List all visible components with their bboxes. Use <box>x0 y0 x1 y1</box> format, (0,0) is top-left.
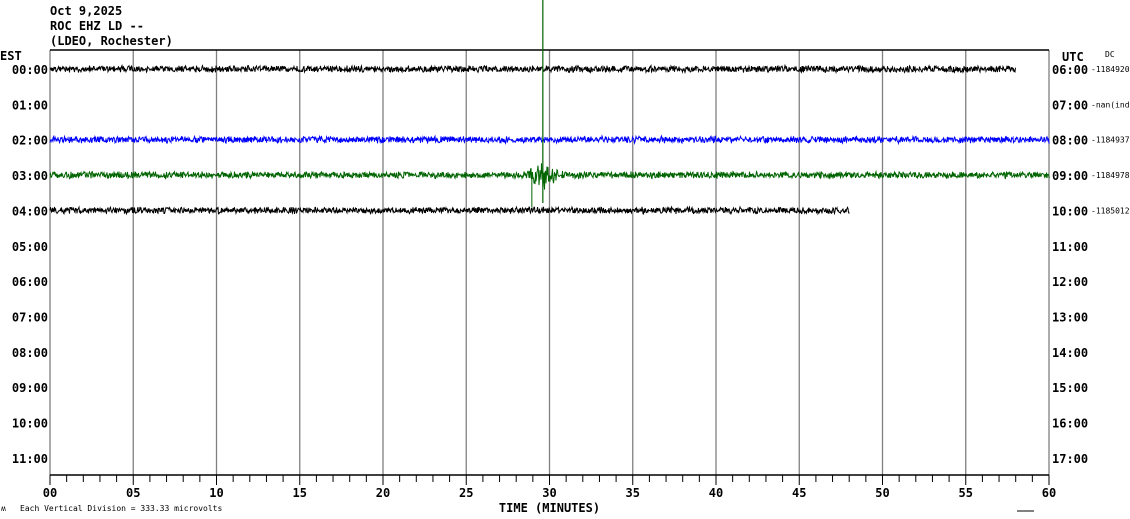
right-time-label: 12:00 <box>1052 275 1088 289</box>
right-time-label: 06:00 <box>1052 63 1088 77</box>
dc-offset-label: -1184920 <box>1091 65 1130 74</box>
x-tick-label: 25 <box>459 486 473 500</box>
left-time-label: 00:00 <box>12 63 48 77</box>
left-time-label: 05:00 <box>12 240 48 254</box>
dc-offset-label: -1184937 <box>1091 136 1130 145</box>
seismic-trace <box>49 63 1016 75</box>
x-tick-label: 05 <box>126 486 140 500</box>
right-time-label: 16:00 <box>1052 417 1088 431</box>
x-tick-label: 55 <box>959 486 973 500</box>
right-time-label: 10:00 <box>1052 204 1088 218</box>
left-time-label: 01:00 <box>12 98 48 112</box>
station-label: ROC EHZ LD -- <box>50 19 144 33</box>
dc-offset-label: -nan(ind <box>1091 100 1130 109</box>
left-time-label: 07:00 <box>12 310 48 324</box>
right-time-label: 15:00 <box>1052 381 1088 395</box>
x-axis-label: TIME (MINUTES) <box>499 501 600 515</box>
x-tick-label: 30 <box>542 486 556 500</box>
x-tick-label: 50 <box>875 486 889 500</box>
corner-mark: ʍ <box>1 504 6 513</box>
right-time-label: 08:00 <box>1052 134 1088 148</box>
x-tick-label: 35 <box>626 486 640 500</box>
x-tick-label: 60 <box>1042 486 1056 500</box>
right-axis-title: UTC <box>1062 50 1084 64</box>
dc-offset-label: -1184978 <box>1091 171 1130 180</box>
network-label: (LDEO, Rochester) <box>50 34 173 48</box>
left-time-label: 11:00 <box>12 452 48 466</box>
dc-title: DC <box>1105 50 1115 59</box>
x-tick-label: 20 <box>376 486 390 500</box>
left-time-label: 06:00 <box>12 275 48 289</box>
x-tick-label: 00 <box>43 486 57 500</box>
right-time-label: 11:00 <box>1052 240 1088 254</box>
left-time-label: 04:00 <box>12 204 48 218</box>
scale-note: Each Vertical Division = 333.33 microvol… <box>20 504 222 513</box>
left-time-label: 08:00 <box>12 346 48 360</box>
x-tick-label: 15 <box>293 486 307 500</box>
x-tick-label: 40 <box>709 486 723 500</box>
x-tick-label: 45 <box>792 486 806 500</box>
left-time-label: 09:00 <box>12 381 48 395</box>
seismic-trace <box>49 163 1050 190</box>
left-time-label: 03:00 <box>12 169 48 183</box>
seismic-trace <box>49 205 850 216</box>
date-label: Oct 9,2025 <box>50 4 123 18</box>
right-time-label: 13:00 <box>1052 310 1088 324</box>
right-time-label: 14:00 <box>1052 346 1088 360</box>
right-time-label: 07:00 <box>1052 98 1088 112</box>
seismic-trace <box>49 134 1050 146</box>
left-time-label: 10:00 <box>12 417 48 431</box>
left-axis-title: EST <box>0 49 22 63</box>
left-time-label: 02:00 <box>12 134 48 148</box>
x-tick-label: 10 <box>209 486 223 500</box>
right-time-label: 17:00 <box>1052 452 1088 466</box>
dc-offset-label: -1185012 <box>1091 206 1130 215</box>
right-time-label: 09:00 <box>1052 169 1088 183</box>
